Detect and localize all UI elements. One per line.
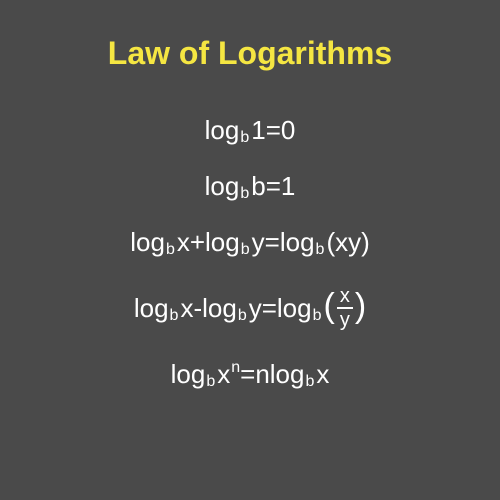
subscript-b: b [240, 186, 249, 202]
fraction-denominator: y [337, 309, 353, 331]
log-label: log [280, 229, 315, 255]
log-label: log [202, 295, 237, 321]
page-title: Law of Logarithms [108, 35, 392, 72]
log-label: log [277, 295, 312, 321]
op-minus: - [193, 295, 202, 321]
subscript-b: b [238, 308, 247, 324]
subscript-b: b [166, 242, 175, 258]
subscript-b: b [170, 308, 179, 324]
fraction: xy [337, 285, 353, 331]
fraction-numerator: x [337, 285, 353, 307]
formula-quotient-rule: logbx - logby = logb(xy) [134, 285, 366, 331]
arg2: y [252, 229, 265, 255]
formula-list: logb1 = 0 logbb = 1 logbx + logby = logb… [130, 117, 370, 387]
subscript-b: b [241, 242, 250, 258]
subscript-b: b [240, 130, 249, 146]
equals: = [266, 117, 281, 143]
log-label: log [171, 361, 206, 387]
arg: 1 [251, 117, 265, 143]
subscript-b: b [305, 374, 314, 390]
formula-power-rule: logbxn = nlogbx [171, 361, 330, 387]
equals: = [240, 361, 255, 387]
log-label: log [205, 117, 240, 143]
subscript-b: b [316, 242, 325, 258]
result: 1 [281, 173, 295, 199]
exponent-n: n [231, 360, 240, 376]
op-plus: + [190, 229, 205, 255]
equals: = [265, 229, 280, 255]
log-label: log [205, 173, 240, 199]
subscript-b: b [206, 374, 215, 390]
arg: x [217, 361, 230, 387]
log-label: log [270, 361, 305, 387]
formula-product-rule: logbx + logby = logb(xy) [130, 229, 370, 255]
paren-right: ) [355, 289, 366, 323]
log-label: log [205, 229, 240, 255]
equals: = [266, 173, 281, 199]
arg: b [251, 173, 265, 199]
log-label: log [130, 229, 165, 255]
arg1: x [180, 295, 193, 321]
formula-log-one: logb1 = 0 [205, 117, 296, 143]
equals: = [262, 295, 277, 321]
log-label: log [134, 295, 169, 321]
coef-n: n [255, 361, 269, 387]
subscript-b: b [313, 308, 322, 324]
arg1: x [177, 229, 190, 255]
arg2: y [249, 295, 262, 321]
formula-log-base: logbb = 1 [205, 173, 296, 199]
result-arg: x [316, 361, 329, 387]
result-arg: (xy) [326, 229, 369, 255]
result: 0 [281, 117, 295, 143]
paren-left: ( [324, 289, 335, 323]
